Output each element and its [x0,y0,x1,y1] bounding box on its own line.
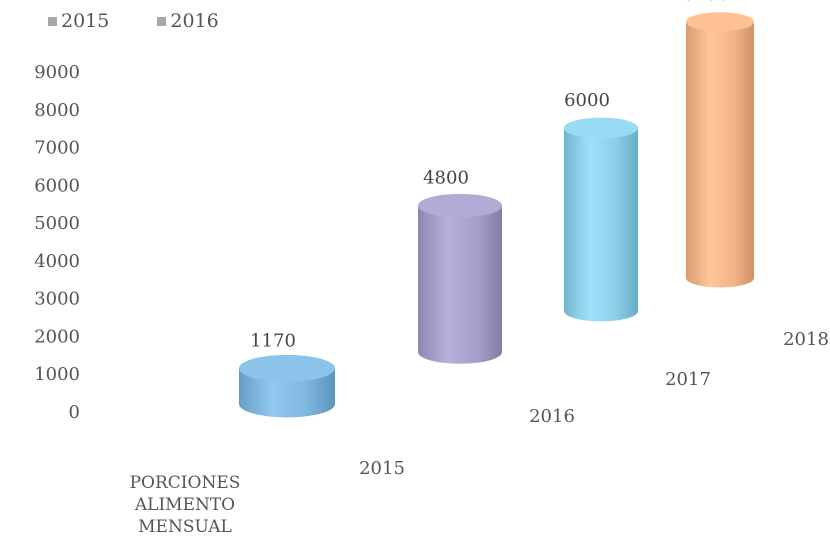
y-tick-5000: 5000 [34,213,80,234]
y-axis: 0 1000 2000 3000 4000 5000 6000 7000 8000 9000 [34,62,80,423]
bar-top-2018 [686,12,754,32]
bar-body-2017 [564,128,638,322]
y-tick-3000: 3000 [34,289,80,310]
bar-top-2015 [239,354,335,382]
bar-2017 [564,117,638,322]
legend-swatch-2015 [48,16,57,26]
bar-top-2016 [418,193,502,218]
y-tick-0: 0 [69,402,80,423]
y-tick-1000: 1000 [34,364,80,385]
data-labels: 1170 4800 6000 8400 [250,0,729,351]
y-tick-6000: 6000 [34,175,80,196]
bar-body-2018 [686,21,754,288]
bar-top-2017 [564,117,638,139]
data-label-2017: 6000 [564,90,610,111]
y-tick-2000: 2000 [34,326,80,347]
x-category-2018: 2018 [783,329,829,350]
chart-legend: 2015 2016 [48,10,219,32]
data-label-2018: 8400 [683,0,729,5]
x-category-2017: 2017 [665,369,711,390]
legend-label-2015: 2015 [61,10,110,32]
bar-2016 [418,193,502,364]
bar-body-2016 [418,205,502,364]
legend-item-2015: 2015 [48,10,109,32]
legend-label-2016: 2016 [170,10,219,32]
legend-swatch-2016 [157,16,167,26]
x-axis-categories: 2015 2016 2017 2018 [359,329,829,479]
bar-2015 [239,354,335,418]
y-tick-8000: 8000 [34,100,80,121]
y-tick-9000: 9000 [34,62,80,83]
x-category-2015: 2015 [359,458,405,479]
x-category-2016: 2016 [529,406,575,427]
bar-body-2015 [239,368,335,418]
bar-series [239,12,754,418]
bar-2018 [686,12,754,288]
y-tick-4000: 4000 [34,251,80,272]
legend-item-2016: 2016 [157,10,219,32]
data-label-2015: 1170 [250,330,296,351]
x-axis-title: PORCIONES ALIMENTO MENSUAL [129,473,241,537]
data-label-2016: 4800 [423,168,469,189]
y-tick-7000: 7000 [34,138,80,159]
